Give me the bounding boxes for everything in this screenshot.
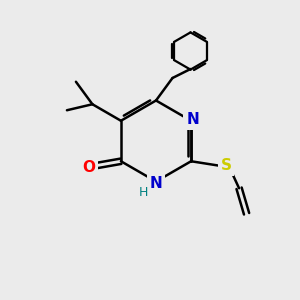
Text: S: S <box>221 158 232 173</box>
Text: O: O <box>82 160 95 175</box>
Text: H: H <box>139 186 148 200</box>
Text: N: N <box>186 112 199 127</box>
Text: N: N <box>150 176 162 190</box>
